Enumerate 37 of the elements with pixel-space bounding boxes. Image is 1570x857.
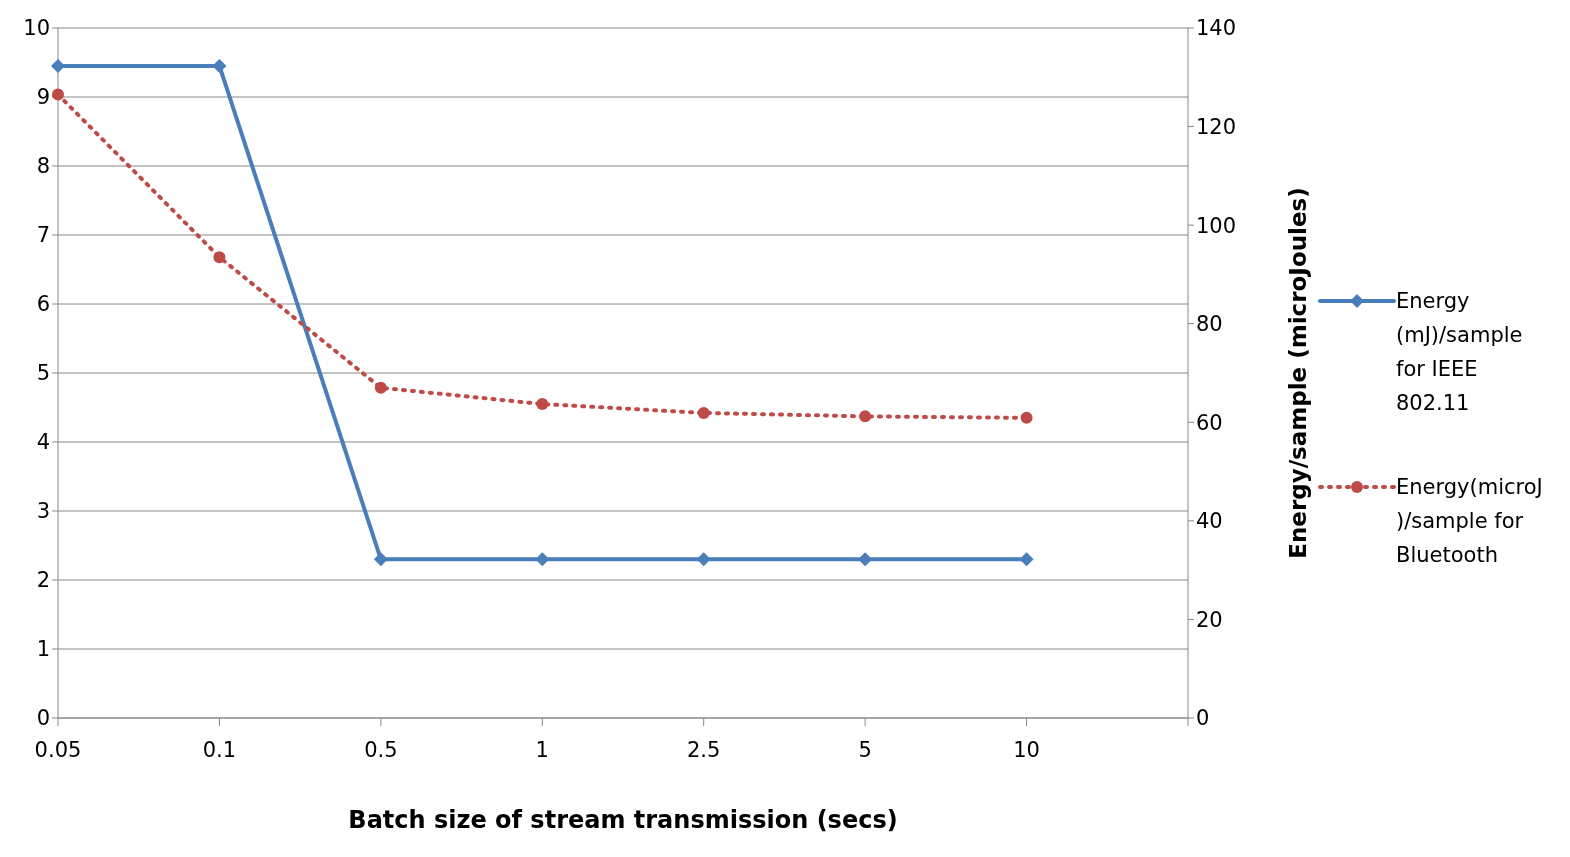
y2-tick-label: 80 [1196,312,1223,337]
y-tick-label: 9 [36,85,50,110]
point [536,398,549,411]
point [1020,411,1033,424]
y-tick-label: 8 [36,154,50,179]
y2-tick-label: 40 [1196,509,1223,534]
point [697,406,710,419]
x-tick-label: 0.1 [202,737,237,762]
y2-tick-label: 120 [1196,115,1237,140]
x-tick-label: 10 [1013,737,1040,762]
point [213,251,226,264]
y2-tick-label: 60 [1196,410,1223,435]
legend-label: Energy (mJ)/sample for IEEE 802.11 [1396,288,1524,417]
x-tick-label: 0.5 [364,737,398,762]
y-tick-label: 5 [36,361,50,386]
y-tick-label: 2 [36,568,50,593]
y-tick-label: 3 [36,499,50,524]
x-axis-title: Batch size of stream transmission (secs) [348,806,898,834]
point [52,88,64,101]
y-tick-label: 6 [36,292,50,317]
y-tick-label: 1 [36,637,50,662]
y2-tick-label: 140 [1196,16,1237,41]
x-tick-label: 0.05 [34,737,82,762]
point [859,410,872,423]
legend-label: Energy(microJ)/sample for Bluetooth [1396,474,1544,569]
point [374,381,387,394]
y2-tick-label: 20 [1196,607,1223,632]
y2-axis-title: Energy/sample (microJoules) [1285,187,1312,559]
x-tick-label: 2.5 [687,737,721,762]
y2-tick-label: 100 [1196,213,1237,238]
x-tick-label: 1 [535,737,549,762]
y-tick-label: 10 [23,16,50,41]
y-tick-label: 4 [36,430,50,455]
y2-tick-label: 0 [1196,706,1210,731]
y-tick-label: 0 [36,706,50,731]
y-tick-label: 7 [36,223,50,248]
x-tick-label: 5 [858,737,872,762]
